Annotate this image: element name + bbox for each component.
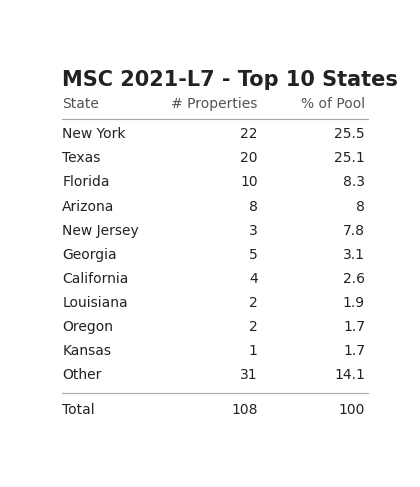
Text: Florida: Florida — [62, 175, 110, 189]
Text: 7.8: 7.8 — [343, 224, 365, 238]
Text: Kansas: Kansas — [62, 344, 111, 358]
Text: 2.6: 2.6 — [343, 272, 365, 286]
Text: California: California — [62, 272, 129, 286]
Text: 4: 4 — [249, 272, 257, 286]
Text: 3: 3 — [249, 224, 257, 238]
Text: 25.1: 25.1 — [334, 151, 365, 166]
Text: 8: 8 — [249, 200, 257, 213]
Text: 31: 31 — [240, 368, 257, 382]
Text: 1.7: 1.7 — [343, 320, 365, 334]
Text: Louisiana: Louisiana — [62, 296, 128, 310]
Text: Oregon: Oregon — [62, 320, 113, 334]
Text: 100: 100 — [339, 403, 365, 417]
Text: 5: 5 — [249, 248, 257, 262]
Text: Other: Other — [62, 368, 102, 382]
Text: 10: 10 — [240, 175, 257, 189]
Text: 20: 20 — [240, 151, 257, 166]
Text: Georgia: Georgia — [62, 248, 117, 262]
Text: 2: 2 — [249, 320, 257, 334]
Text: 2: 2 — [249, 296, 257, 310]
Text: 108: 108 — [231, 403, 257, 417]
Text: 22: 22 — [240, 127, 257, 141]
Text: 8: 8 — [356, 200, 365, 213]
Text: 1.7: 1.7 — [343, 344, 365, 358]
Text: 25.5: 25.5 — [334, 127, 365, 141]
Text: 14.1: 14.1 — [334, 368, 365, 382]
Text: State: State — [62, 97, 99, 111]
Text: New York: New York — [62, 127, 126, 141]
Text: 3.1: 3.1 — [343, 248, 365, 262]
Text: MSC 2021-L7 - Top 10 States: MSC 2021-L7 - Top 10 States — [62, 70, 398, 90]
Text: New Jersey: New Jersey — [62, 224, 139, 238]
Text: Texas: Texas — [62, 151, 101, 166]
Text: # Properties: # Properties — [171, 97, 257, 111]
Text: 1: 1 — [249, 344, 257, 358]
Text: Arizona: Arizona — [62, 200, 115, 213]
Text: % of Pool: % of Pool — [301, 97, 365, 111]
Text: Total: Total — [62, 403, 95, 417]
Text: 8.3: 8.3 — [343, 175, 365, 189]
Text: 1.9: 1.9 — [343, 296, 365, 310]
